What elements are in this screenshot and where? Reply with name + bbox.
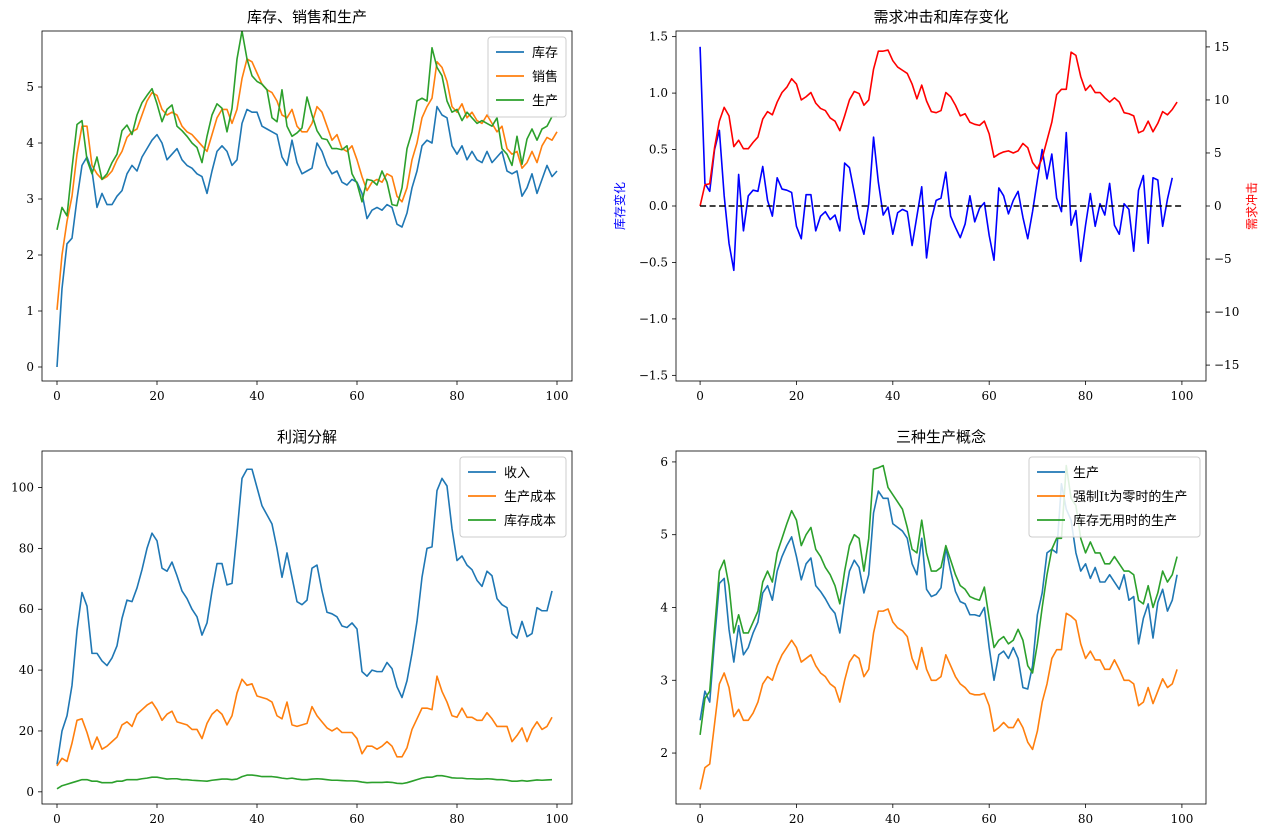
y-tick-label: 5 (26, 80, 34, 94)
y-right-tick-label: 0 (1214, 199, 1222, 213)
x-tick-label: 40 (249, 812, 264, 826)
chart-title: 需求冲击和库存变化 (873, 8, 1008, 26)
x-tick-label: 100 (1170, 812, 1193, 826)
plot-frame (675, 450, 1207, 805)
x-tick-label: 60 (349, 812, 364, 826)
y-tick-label: 4 (26, 136, 34, 150)
legend-label: 库存无用时的生产 (1073, 513, 1177, 529)
series-line (699, 608, 1178, 790)
x-tick-label: 40 (885, 389, 900, 403)
chart-title: 三种生产概念 (896, 428, 986, 446)
series-line (56, 675, 553, 767)
y-tick-label: 0 (26, 785, 34, 799)
legend-frame (459, 456, 567, 538)
y-tick-label: 1 (26, 304, 34, 318)
x-tick-label: 60 (982, 812, 997, 826)
series-line (699, 464, 1178, 735)
x-tick-label: 0 (53, 812, 61, 826)
x-tick-label: 0 (696, 389, 704, 403)
x-tick-label: 80 (1078, 389, 1093, 403)
y-tick-label: 3 (660, 673, 668, 687)
y-tick-label: −1.5 (639, 368, 668, 382)
y-tick-label: 4 (660, 600, 668, 614)
x-tick-label: 20 (149, 389, 164, 403)
legend-label: 生产 (1073, 466, 1099, 481)
legend-label: 收入 (504, 466, 530, 481)
y-tick-label: 3 (26, 192, 34, 206)
y-tick-label: 40 (19, 663, 34, 677)
y-tick-label: 2 (26, 248, 34, 262)
plot-frame (675, 30, 1207, 382)
legend-frame (1028, 456, 1201, 538)
series-line (56, 31, 557, 230)
x-tick-label: 60 (982, 389, 997, 403)
x-tick-label: 40 (249, 389, 264, 403)
y-tick-label: 20 (19, 724, 34, 738)
x-tick-label: 100 (546, 389, 569, 403)
legend-label: 强制It为零时的生产 (1073, 489, 1187, 505)
x-tick-label: 60 (349, 389, 364, 403)
series-line (699, 482, 1178, 721)
y-right-tick-label: −15 (1214, 358, 1239, 372)
y-right-tick-label: −10 (1214, 305, 1239, 319)
series-line (56, 105, 558, 368)
legend-frame (487, 36, 567, 118)
series-line (56, 774, 553, 790)
y-axis-label: 库存变化 (612, 182, 627, 230)
x-tick-label: 100 (546, 812, 569, 826)
plot-frame (41, 30, 573, 382)
legend-label: 生产 (532, 94, 558, 109)
y-right-axis-label: 需求冲击 (1244, 182, 1259, 230)
y-tick-label: 2 (660, 746, 668, 760)
y-right-tick-label: 15 (1214, 40, 1229, 54)
legend-label: 销售 (532, 69, 558, 85)
y-right-tick-label: 5 (1214, 146, 1222, 160)
x-tick-label: 0 (53, 389, 61, 403)
y-tick-label: 6 (660, 455, 668, 469)
x-tick-label: 80 (1078, 812, 1093, 826)
plot-frame (41, 450, 573, 805)
y-tick-label: −1.0 (639, 312, 668, 326)
y-tick-label: 0.0 (649, 199, 668, 213)
chart-title: 库存、销售和生产 (247, 8, 367, 26)
y-right-tick-label: 10 (1214, 93, 1229, 107)
x-tick-label: 40 (885, 812, 900, 826)
chart-title: 利润分解 (277, 428, 337, 446)
y-tick-label: 100 (11, 481, 34, 495)
y-tick-label: 60 (19, 602, 34, 616)
y-tick-label: 0.5 (649, 143, 668, 157)
legend-label: 生产成本 (504, 490, 556, 505)
series-line (56, 468, 553, 765)
x-tick-label: 20 (789, 389, 804, 403)
y-tick-label: 0 (26, 360, 34, 374)
y-tick-label: 5 (660, 528, 668, 542)
y-tick-label: 1.5 (649, 30, 668, 44)
x-tick-label: 80 (449, 812, 464, 826)
y-right-tick-label: −5 (1214, 252, 1232, 266)
y-tick-label: 1.0 (649, 86, 668, 100)
y-tick-label: 80 (19, 541, 34, 555)
series-line (699, 49, 1178, 207)
x-tick-label: 20 (149, 812, 164, 826)
x-tick-label: 0 (696, 812, 704, 826)
x-tick-label: 80 (449, 389, 464, 403)
x-tick-label: 100 (1170, 389, 1193, 403)
y-tick-label: −0.5 (639, 255, 668, 269)
legend-label: 库存成本 (504, 513, 556, 529)
chart-concepts: 三种生产概念 0 20 40 60 80 100 2 3 4 5 6 生产强制It为零时的生产库存无用时… (660, 428, 1207, 826)
legend-label: 库存 (532, 45, 558, 61)
series-line (56, 58, 558, 310)
x-tick-label: 20 (789, 812, 804, 826)
series-line (699, 46, 1174, 272)
